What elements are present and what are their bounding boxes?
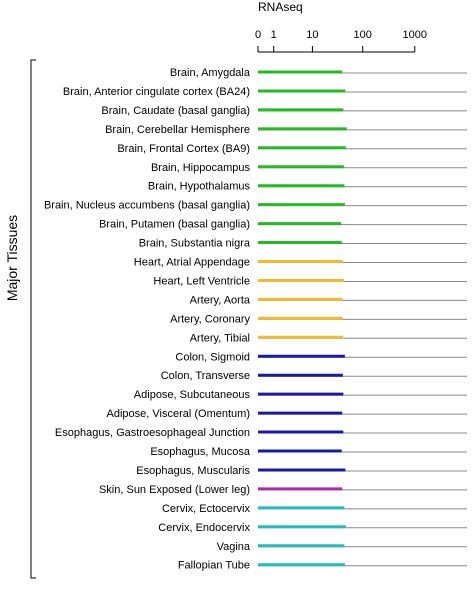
table-row: Artery, Aorta: [190, 294, 467, 306]
x-axis: 0 1 10 100 1000: [255, 29, 427, 53]
row-label: Esophagus, Mucosa: [150, 446, 251, 458]
group-bracket: Major Tissues: [4, 59, 36, 579]
table-row: Esophagus, Muscularis: [136, 465, 467, 477]
table-row: Brain, Putamen (basal ganglia): [99, 219, 467, 231]
row-label: Brain, Hypothalamus: [148, 181, 251, 193]
table-row: Adipose, Visceral (Omentum): [107, 408, 467, 420]
row-label: Skin, Sun Exposed (Lower leg): [99, 484, 250, 496]
x-tick-label: 10: [306, 29, 318, 41]
table-row: Brain, Nucleus accumbens (basal ganglia): [44, 200, 467, 212]
table-row: Esophagus, Mucosa: [150, 446, 467, 458]
group-bracket-line: [30, 59, 36, 579]
row-label: Cervix, Endocervix: [158, 522, 250, 534]
table-row: Brain, Hippocampus: [151, 162, 467, 174]
row-label: Artery, Aorta: [190, 294, 251, 306]
table-row: Artery, Tibial: [190, 332, 467, 344]
table-row: Colon, Transverse: [161, 370, 467, 382]
row-label: Artery, Tibial: [190, 332, 250, 344]
row-label: Brain, Putamen (basal ganglia): [99, 219, 250, 231]
x-tick-label: 1000: [403, 29, 427, 41]
table-row: Heart, Left Ventricle: [153, 275, 467, 287]
row-label: Brain, Frontal Cortex (BA9): [117, 143, 250, 155]
x-tick-label: 1: [271, 29, 277, 41]
chart-title: RNAseq: [258, 0, 303, 14]
row-label: Heart, Left Ventricle: [153, 275, 250, 287]
group-label: Major Tissues: [4, 215, 20, 301]
row-label: Colon, Transverse: [161, 370, 250, 382]
row-label: Cervix, Ectocervix: [162, 503, 251, 515]
row-label: Adipose, Subcutaneous: [134, 389, 251, 401]
row-label: Brain, Anterior cingulate cortex (BA24): [63, 86, 250, 98]
row-label: Fallopian Tube: [178, 560, 250, 572]
row-label: Vagina: [217, 541, 251, 553]
table-row: Brain, Amygdala: [170, 67, 467, 79]
table-row: Brain, Anterior cingulate cortex (BA24): [63, 86, 467, 98]
row-label: Colon, Sigmoid: [175, 351, 250, 363]
row-label: Brain, Substantia nigra: [139, 238, 251, 250]
table-row: Brain, Caudate (basal ganglia): [101, 105, 467, 117]
row-label: Brain, Cerebellar Hemisphere: [105, 124, 250, 136]
row-label: Heart, Atrial Appendage: [134, 257, 250, 269]
row-label: Artery, Coronary: [170, 313, 250, 325]
row-label: Brain, Caudate (basal ganglia): [101, 105, 250, 117]
table-row: Fallopian Tube: [178, 560, 467, 572]
table-row: Artery, Coronary: [170, 313, 467, 325]
row-label: Esophagus, Muscularis: [136, 465, 250, 477]
table-row: Skin, Sun Exposed (Lower leg): [99, 484, 467, 496]
table-row: Brain, Substantia nigra: [139, 238, 467, 250]
table-row: Vagina: [217, 541, 467, 553]
table-row: Brain, Cerebellar Hemisphere: [105, 124, 467, 136]
table-row: Cervix, Ectocervix: [162, 503, 467, 515]
table-row: Heart, Atrial Appendage: [134, 257, 467, 269]
row-label: Brain, Hippocampus: [151, 162, 251, 174]
table-row: Colon, Sigmoid: [175, 351, 467, 363]
row-label: Brain, Amygdala: [170, 67, 251, 79]
table-row: Esophagus, Gastroesophageal Junction: [55, 427, 467, 439]
chart-rows: Brain, Amygdala Brain, Anterior cingulate…: [44, 67, 467, 572]
table-row: Brain, Frontal Cortex (BA9): [117, 143, 467, 155]
x-tick-label: 100: [354, 29, 372, 41]
row-label: Brain, Nucleus accumbens (basal ganglia): [44, 200, 250, 212]
row-label: Adipose, Visceral (Omentum): [107, 408, 250, 420]
table-row: Cervix, Endocervix: [158, 522, 467, 534]
row-label: Esophagus, Gastroesophageal Junction: [55, 427, 250, 439]
table-row: Brain, Hypothalamus: [148, 181, 467, 193]
x-tick-label: 0: [255, 29, 261, 41]
table-row: Adipose, Subcutaneous: [134, 389, 467, 401]
